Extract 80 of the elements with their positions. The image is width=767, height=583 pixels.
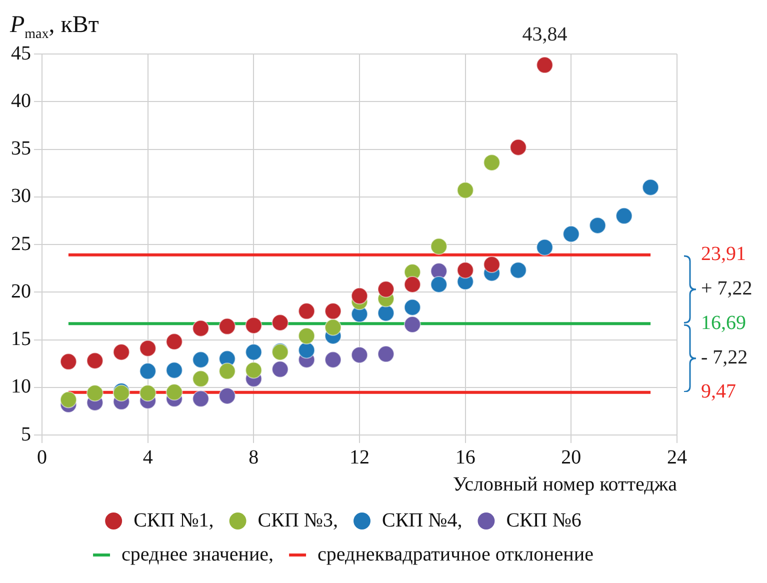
point <box>377 280 394 298</box>
point <box>430 276 448 294</box>
point <box>192 390 210 408</box>
point <box>112 344 130 361</box>
point <box>404 276 421 294</box>
point <box>456 182 474 199</box>
point <box>642 178 660 196</box>
point <box>86 384 104 402</box>
point <box>377 304 394 322</box>
point <box>245 316 262 334</box>
point <box>166 362 183 379</box>
point <box>324 318 342 336</box>
legend-label: среднеквадратичное отклонение <box>318 543 594 566</box>
point <box>483 256 500 274</box>
text: - 7,22 <box>701 346 748 368</box>
point <box>86 352 104 370</box>
point <box>192 320 210 337</box>
point <box>60 391 77 408</box>
point <box>298 327 316 344</box>
point <box>139 362 156 380</box>
point <box>192 351 210 368</box>
y-tick-label: 30 <box>11 185 31 208</box>
point <box>351 287 368 304</box>
point <box>324 302 342 320</box>
point <box>218 362 236 380</box>
point <box>245 344 262 361</box>
annotation: 43,84 <box>522 23 568 46</box>
point <box>483 154 500 172</box>
point <box>218 318 236 335</box>
point <box>510 262 527 279</box>
y-tick-label: 20 <box>11 280 31 302</box>
text: 23,91 <box>701 243 746 266</box>
point <box>272 314 289 332</box>
point <box>456 262 474 279</box>
point <box>245 362 262 379</box>
point <box>377 346 394 363</box>
point <box>589 216 606 234</box>
point <box>324 351 342 368</box>
point <box>139 384 156 402</box>
legend-label: СКП №6 <box>506 509 582 532</box>
point <box>430 238 448 255</box>
point <box>166 384 183 401</box>
y-tick-label: 15 <box>11 328 31 350</box>
point <box>192 370 210 388</box>
point <box>562 226 580 243</box>
y-tick-label: 40 <box>11 90 31 112</box>
point <box>139 340 156 357</box>
x-tick-label: 24 <box>667 446 687 468</box>
point <box>298 302 316 320</box>
point <box>404 298 421 316</box>
y-tick-label: 5 <box>21 423 31 446</box>
legend-label: среднее значение, <box>122 543 274 566</box>
legend-label: СКП №4, <box>382 509 462 532</box>
text: 16,69 <box>701 312 746 334</box>
point <box>218 387 236 404</box>
x-tick-label: 4 <box>142 446 153 468</box>
point <box>536 238 554 256</box>
point <box>404 316 421 334</box>
y-tick-label: 45 <box>11 42 31 64</box>
x-tick-label: 20 <box>561 446 582 468</box>
point <box>351 346 368 364</box>
point <box>536 56 554 74</box>
legend-label: СКП №3, <box>258 509 338 532</box>
point <box>298 342 316 359</box>
point <box>60 353 77 370</box>
text: 9,47 <box>701 380 736 403</box>
point <box>166 333 183 350</box>
point <box>272 360 289 378</box>
y-tick-label: 10 <box>11 376 31 398</box>
text: + 7,22 <box>701 278 752 300</box>
point <box>616 207 633 224</box>
y-tick-label: 35 <box>11 138 31 160</box>
y-tick-label: 25 <box>11 232 31 255</box>
legend-label: СКП №1, <box>134 509 214 532</box>
point <box>510 138 527 156</box>
x-tick-label: 8 <box>248 446 259 468</box>
x-tick-label: 0 <box>37 446 47 468</box>
x-tick-label: 16 <box>455 446 476 468</box>
x-tick-label: 12 <box>350 446 370 468</box>
x-axis-title: Условный номер коттеджа <box>452 473 678 496</box>
